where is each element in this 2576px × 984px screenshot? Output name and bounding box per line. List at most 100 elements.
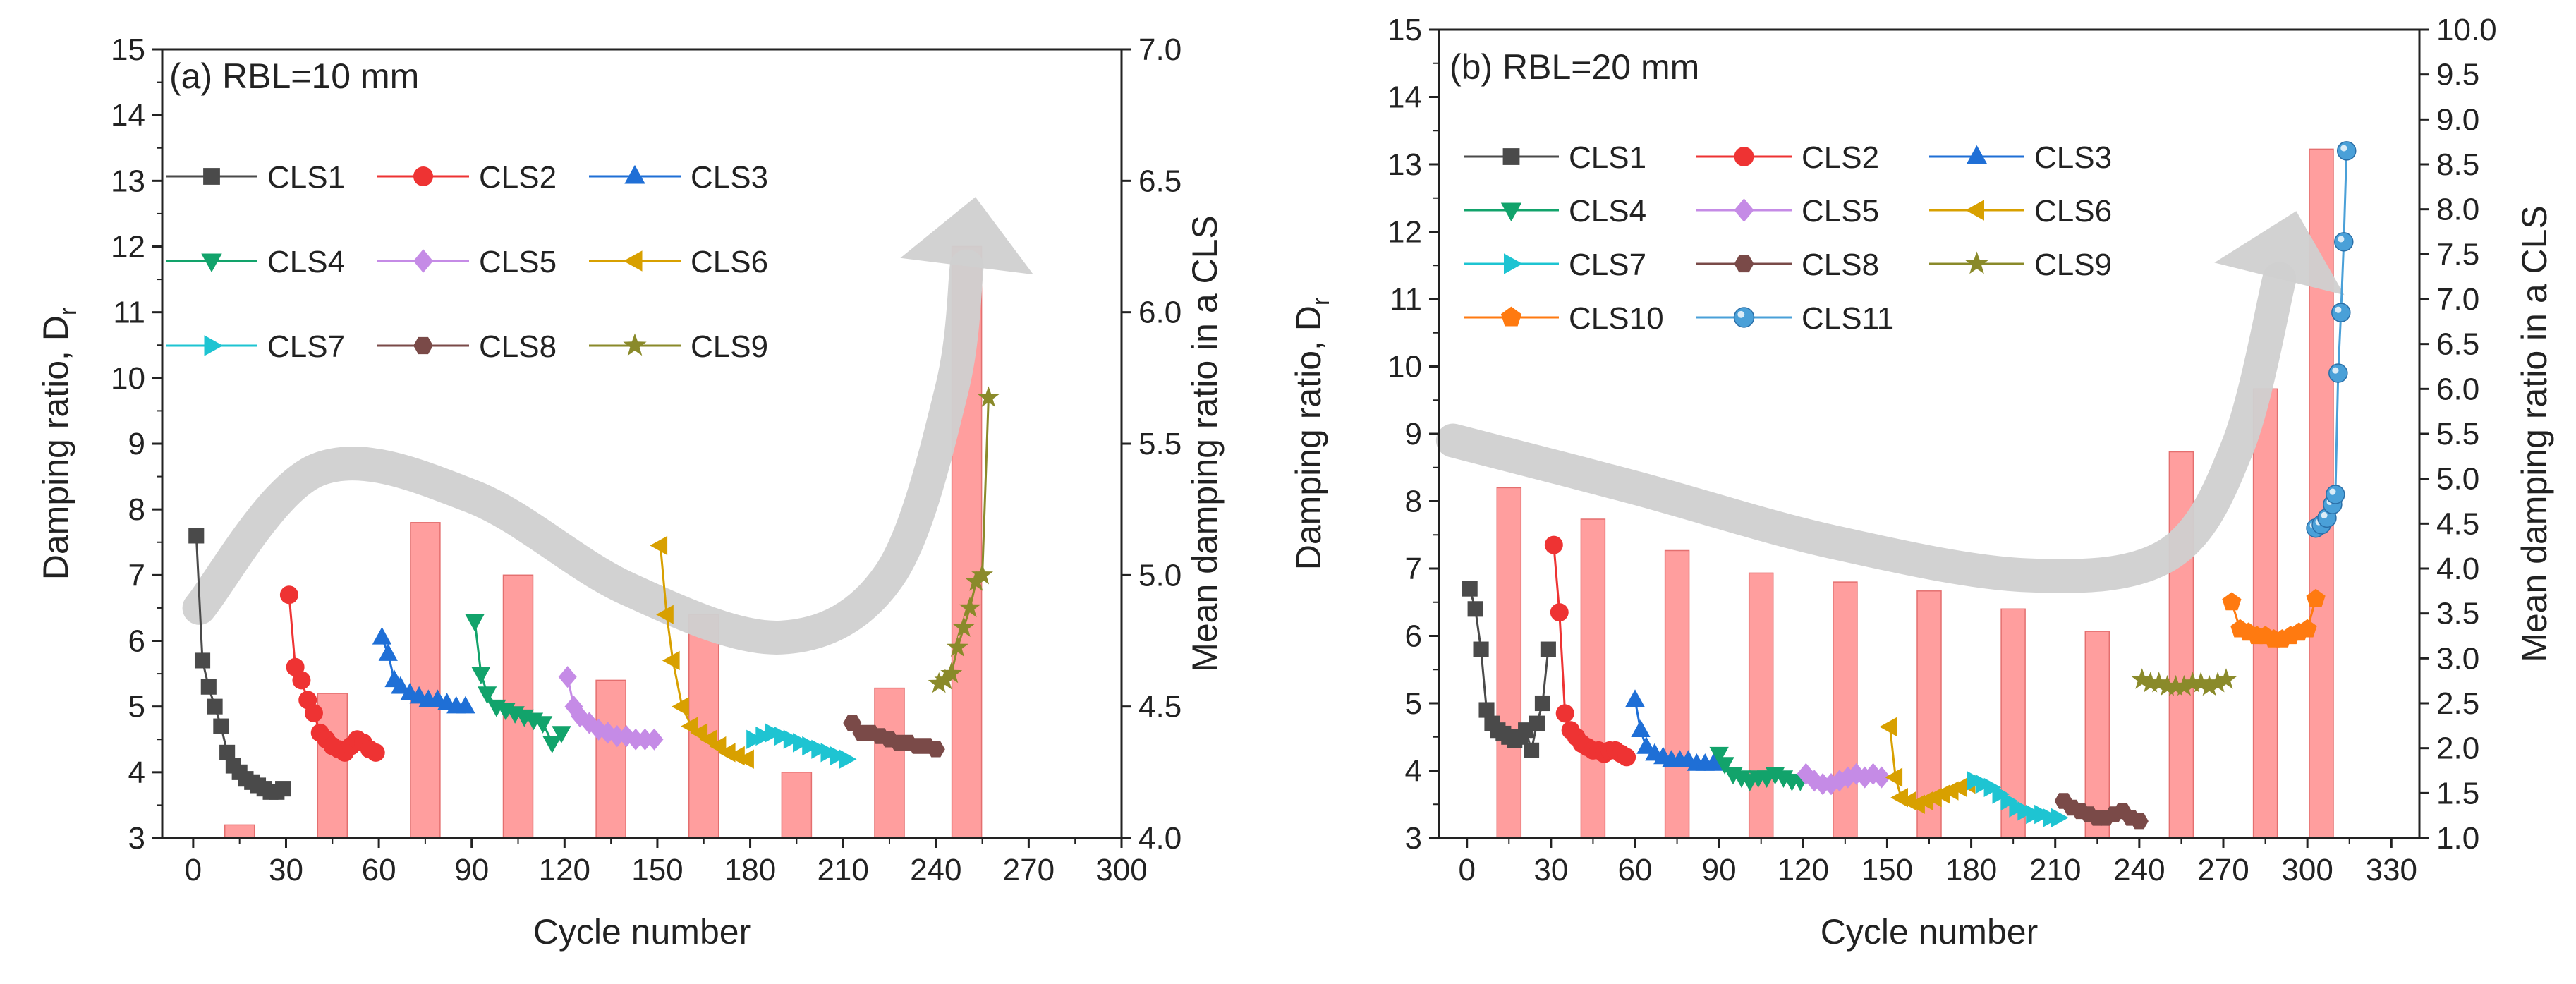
panel-b-point-cls11-8-shine xyxy=(2338,236,2345,243)
panel-a-y2-tick-label: 7.0 xyxy=(1138,32,1181,67)
panel-a-trend-arrow xyxy=(182,197,1033,655)
panel-b-y2-tick-label: 3.0 xyxy=(2436,641,2479,676)
panel-b-x-tick-label: 300 xyxy=(2281,853,2333,887)
panel-b-legend-item-cls8: CLS8 xyxy=(1696,248,1879,282)
panel-b-point-cls11-6-body xyxy=(2328,363,2348,383)
panel-a-y-tick-label: 11 xyxy=(113,296,145,330)
panel-b-legend-item-cls7: CLS7 xyxy=(1464,248,1646,282)
panel-a-y2-tick-label: 5.0 xyxy=(1138,558,1181,593)
panel-a-y2-axis-label: Mean damping ratio in a CLS xyxy=(1185,215,1225,672)
panel-b-x-tick-label: 270 xyxy=(2197,853,2249,887)
panel-b-bar-3 xyxy=(1664,549,1690,839)
panel-b-point-cls1-12 xyxy=(1524,742,1540,758)
panel-a-point-cls2-15 xyxy=(366,743,385,762)
panel-a-bar-3 xyxy=(410,522,441,839)
panel-a-point-cls6-1 xyxy=(650,535,668,556)
panel-b-y2-tick-label: 2.5 xyxy=(2436,686,2479,721)
panel-b-legend-label: CLS7 xyxy=(1569,248,1646,282)
panel-a-x-tick-label: 300 xyxy=(1095,853,1147,887)
panel-b-bar-2 xyxy=(1580,518,1606,839)
panel-b-point-cls7-11 xyxy=(2051,808,2069,827)
panel-a-legend-label: CLS4 xyxy=(267,245,345,279)
panel-a-trend-arrow-head xyxy=(900,197,1033,275)
panel-b-legend-marker-shine xyxy=(1737,310,1745,318)
panel-a-point-cls7-3 xyxy=(765,723,783,743)
panel-a-y2-tick-label: 6.0 xyxy=(1138,296,1181,330)
panel-b-y2-tick-label: 10.0 xyxy=(2436,13,2497,47)
panel-a-y-tick-label: 15 xyxy=(111,32,145,67)
panel-b-axes: 0 30 60 90 120 150 180 210 240 270 300 330 3 4 5 6 7 8 9 10… xyxy=(1289,13,2554,952)
panel-b-point-cls9-10 xyxy=(2206,672,2229,693)
panel-b-point-cls11-7-shine xyxy=(2335,306,2342,313)
panel-b-series-cls4 xyxy=(1709,746,1810,791)
panel-a-legend-label: CLS5 xyxy=(479,245,557,279)
panel-b-point-cls6-1 xyxy=(1879,717,1897,737)
panel-b-point-cls1-13 xyxy=(1529,715,1545,731)
panel-a-legend-marker xyxy=(204,335,224,356)
panel-a-point-cls2-3 xyxy=(292,671,311,690)
panel-a-y2-tick-label: 4.5 xyxy=(1138,690,1181,724)
panel-b-y2-tick-label: 6.0 xyxy=(2436,372,2479,406)
panel-a-series-cls7 xyxy=(746,723,857,769)
panel-a-point-cls2-1 xyxy=(279,585,298,605)
panel-b-legend-marker xyxy=(1504,253,1523,274)
panel-b-bar-1 xyxy=(1496,487,1522,839)
panel-a-legend-item-cls6: CLS6 xyxy=(589,245,768,279)
panel-a-point-cls5-9 xyxy=(626,728,645,751)
panel-b-point-cls3-11 xyxy=(1703,753,1723,771)
panel-a-point-cls9-1 xyxy=(928,672,950,693)
panel-a-bar-7 xyxy=(781,772,813,839)
panel-b-legend-marker xyxy=(1500,202,1522,222)
panel-b-legend-marker xyxy=(1734,198,1754,222)
panel-b-x-tick-label: 330 xyxy=(2366,853,2417,887)
panel-b-point-cls9-11 xyxy=(2215,668,2237,689)
panel-a-x-axis-label: Cycle number xyxy=(533,912,751,952)
panel-b-point-cls11-5-body xyxy=(2326,485,2345,504)
panel-b-point-cls9-4 xyxy=(2156,674,2178,696)
panel-b-point-cls6-2 xyxy=(1885,767,1903,787)
panel-a-point-cls3-11 xyxy=(456,696,475,714)
panel-b-point-cls11-3-shine xyxy=(2321,511,2328,519)
panel-b-y-tick-label: 8 xyxy=(1405,485,1422,519)
panel-a-x-tick-label: 240 xyxy=(910,853,961,887)
panel-a-legend-item-cls7: CLS7 xyxy=(166,329,345,364)
panel-a-point-cls4-9 xyxy=(533,716,553,734)
panel-b-series-cls9 xyxy=(2131,668,2237,696)
panel-a-series-cls5 xyxy=(558,666,664,751)
panel-a-point-cls6-2 xyxy=(656,605,674,624)
panel-a-legend-marker xyxy=(201,253,222,273)
panel-b-y-tick-label: 13 xyxy=(1387,147,1422,182)
panel-a-point-cls5-10 xyxy=(636,728,655,751)
panel-a-x-tick-label: 0 xyxy=(185,853,202,887)
panel-b-y-tick-label: 9 xyxy=(1405,417,1422,451)
panel-b-legend-label: CLS5 xyxy=(1802,194,1879,229)
panel-b-point-cls10-1 xyxy=(2222,592,2242,611)
panel-a-series-cls1 xyxy=(188,528,291,800)
panel-b-point-cls8-10 xyxy=(2130,813,2149,830)
panel-b-y-axis-label-main: Damping ratio, D xyxy=(1289,305,1328,570)
panel-b-point-cls4-1 xyxy=(1709,746,1729,765)
panel-b-legend-item-cls10: CLS10 xyxy=(1464,301,1664,336)
panel-b-x-tick-label: 240 xyxy=(2113,853,2165,887)
panel-b-series-cls2 xyxy=(1544,535,1636,767)
panel-a-point-cls7-11 xyxy=(839,749,857,769)
panel-a-point-cls1-6 xyxy=(219,744,236,760)
panel-b-point-cls9-2 xyxy=(2139,672,2162,693)
panel-a-point-cls5-4 xyxy=(580,712,599,734)
panel-b-bar-8 xyxy=(2084,631,2110,839)
panel-a-point-cls1-3 xyxy=(200,679,217,695)
panel-b-point-cls1-3 xyxy=(1473,641,1489,657)
panel-b-point-cls9-5 xyxy=(2165,674,2187,696)
panel-b-bar-5 xyxy=(1833,581,1858,839)
panel-a-point-cls4-1 xyxy=(465,614,485,632)
panel-b-legend-item-cls1: CLS1 xyxy=(1464,140,1646,175)
panel-a-point-cls7-7 xyxy=(802,736,820,756)
panel-b-y-tick-label: 3 xyxy=(1405,821,1422,856)
panel-a-point-cls1-1 xyxy=(188,528,205,544)
panel-a-y-tick-label: 8 xyxy=(128,492,145,527)
panel-b-bar-4 xyxy=(1748,572,1774,839)
panel-a-chart: 0 30 60 90 120 150 180 210 240 270 300 3 4 5 6 7 8 9 10 11 1… xyxy=(36,32,1225,952)
panel-b-y2-tick-label: 9.5 xyxy=(2436,58,2479,92)
panel-b-x-axis-label: Cycle number xyxy=(1821,912,2038,952)
panel-b-series-cls5 xyxy=(1797,763,1891,796)
